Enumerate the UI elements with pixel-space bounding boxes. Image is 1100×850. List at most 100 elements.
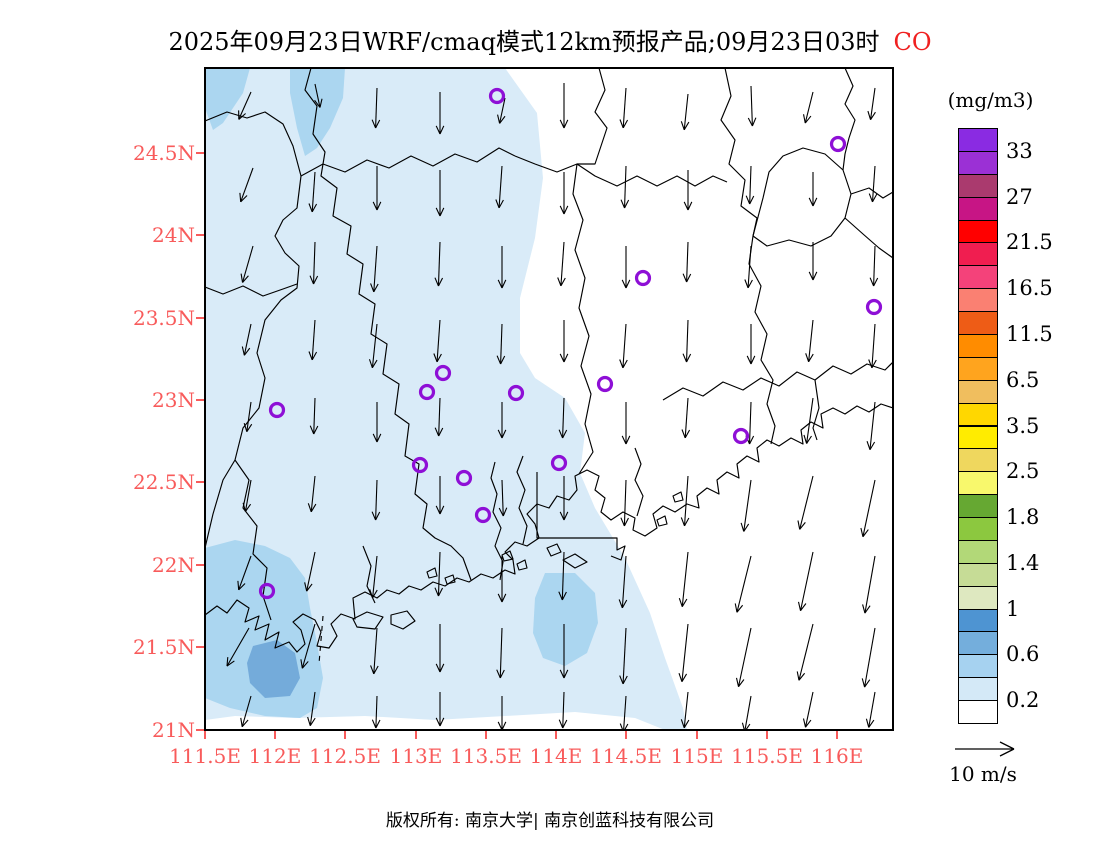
lon-tick-label: 112E bbox=[248, 744, 302, 768]
lat-tick-label: 21N bbox=[152, 718, 195, 742]
colorbar-tick-label: 16.5 bbox=[1006, 276, 1053, 301]
wind-arrow bbox=[497, 556, 507, 603]
wind-arrow bbox=[240, 245, 254, 283]
wind-arrow bbox=[370, 627, 379, 675]
co-fill-light bbox=[205, 68, 687, 730]
station-marker bbox=[258, 582, 276, 600]
wind-arrow bbox=[557, 241, 566, 287]
wind-arrow bbox=[308, 319, 318, 361]
wind-arrow bbox=[619, 87, 629, 129]
co-fill-medium bbox=[533, 573, 598, 666]
colorbar-box bbox=[958, 562, 998, 587]
colorbar-box bbox=[958, 265, 998, 290]
wind-arrow bbox=[796, 623, 814, 681]
map-plot bbox=[190, 55, 915, 747]
station-marker bbox=[634, 269, 652, 287]
wind-arrow bbox=[307, 691, 316, 726]
colorbar-tick-label: 6.5 bbox=[1006, 367, 1040, 392]
colorbar-unit-label: (mg/m3) bbox=[947, 88, 1034, 112]
wind-arrow bbox=[621, 402, 631, 445]
colorbar-box bbox=[958, 333, 998, 358]
wind-arrow bbox=[861, 627, 876, 688]
province-boundary bbox=[752, 147, 852, 247]
station-marker bbox=[418, 383, 436, 401]
wind-arrow bbox=[559, 83, 569, 129]
wind-arrow bbox=[678, 551, 689, 607]
wind-arrow bbox=[435, 624, 445, 673]
colorbar-tick-label: 33 bbox=[1006, 138, 1033, 163]
province-boundary bbox=[516, 455, 528, 545]
province-boundary bbox=[300, 147, 516, 177]
wind-arrow bbox=[681, 397, 691, 439]
wind-arrow bbox=[371, 695, 381, 729]
wind-arrow bbox=[734, 555, 752, 613]
dashed-boundary bbox=[318, 615, 324, 665]
wind-arrow bbox=[619, 627, 628, 685]
colorbar bbox=[958, 128, 998, 724]
island-outline bbox=[672, 491, 684, 503]
wind-arrow bbox=[803, 397, 814, 444]
wind-arrow bbox=[370, 245, 379, 293]
wind-arrow bbox=[308, 171, 318, 213]
province-boundary bbox=[748, 235, 776, 445]
province-boundary bbox=[812, 379, 820, 441]
wind-arrow bbox=[747, 85, 757, 127]
wind-arrow bbox=[559, 172, 569, 215]
station-marker bbox=[268, 401, 286, 419]
wind-arrow bbox=[309, 241, 319, 285]
station-marker bbox=[455, 469, 473, 487]
colorbar-tick-label: 0.2 bbox=[1006, 688, 1040, 713]
colorbar-box bbox=[958, 448, 998, 473]
wind-arrow bbox=[314, 83, 323, 108]
colorbar-tick-label: 3.5 bbox=[1006, 413, 1040, 438]
colorbar-box bbox=[958, 242, 998, 267]
wind-arrow bbox=[237, 555, 252, 591]
province-boundary bbox=[514, 155, 728, 187]
colorbar-box bbox=[958, 173, 998, 198]
province-boundary bbox=[634, 447, 644, 517]
wind-arrow bbox=[434, 551, 444, 597]
wind-arrow bbox=[435, 476, 445, 515]
colorbar-box bbox=[958, 517, 998, 541]
wind-arrow bbox=[239, 167, 254, 203]
title-text: 2025年09月23日WRF/cmaq模式12km预报产品;09月23日03时 bbox=[168, 28, 880, 56]
station-marker bbox=[829, 135, 847, 153]
co-fill-dark bbox=[247, 640, 300, 698]
province-boundary bbox=[536, 472, 626, 561]
colorbar-box bbox=[958, 425, 998, 450]
wind-arrow bbox=[433, 319, 442, 363]
colorbar-tick-label: 11.5 bbox=[1006, 321, 1053, 346]
lat-tick-label: 23.5N bbox=[132, 306, 195, 330]
wind-arrow bbox=[860, 479, 876, 538]
wind-arrow bbox=[621, 246, 631, 289]
station-marker bbox=[474, 506, 492, 524]
title-species-label: CO bbox=[893, 28, 932, 56]
wind-arrow bbox=[868, 323, 877, 369]
province-boundary bbox=[662, 361, 893, 401]
island-outline bbox=[390, 610, 416, 630]
lon-tick-label: 114.5E bbox=[590, 744, 662, 768]
wind-arrow bbox=[678, 623, 689, 682]
wind-arrow bbox=[746, 324, 756, 365]
wind-arrow bbox=[371, 87, 381, 129]
wind-arrow bbox=[368, 323, 378, 369]
wind-arrow bbox=[620, 479, 629, 527]
colorbar-tick-label: 1 bbox=[1006, 596, 1020, 621]
island-outline bbox=[352, 611, 384, 630]
lat-tick-label: 22N bbox=[152, 553, 195, 577]
wind-arrow bbox=[745, 165, 755, 205]
wind-arrow bbox=[559, 476, 569, 521]
wind-arrow bbox=[434, 241, 444, 287]
wind-arrow bbox=[240, 695, 252, 728]
map-frame bbox=[204, 67, 894, 731]
province-boundary bbox=[850, 187, 893, 199]
wind-arrow bbox=[435, 92, 445, 135]
wind-arrow bbox=[435, 170, 445, 217]
wind-arrow bbox=[862, 555, 876, 614]
wind-arrow bbox=[619, 695, 629, 730]
lon-tick-label: 112.5E bbox=[309, 744, 381, 768]
lat-tick-label: 24.5N bbox=[132, 141, 195, 165]
province-boundary bbox=[577, 68, 608, 165]
island-outline bbox=[516, 559, 528, 571]
wind-arrow bbox=[620, 165, 630, 209]
